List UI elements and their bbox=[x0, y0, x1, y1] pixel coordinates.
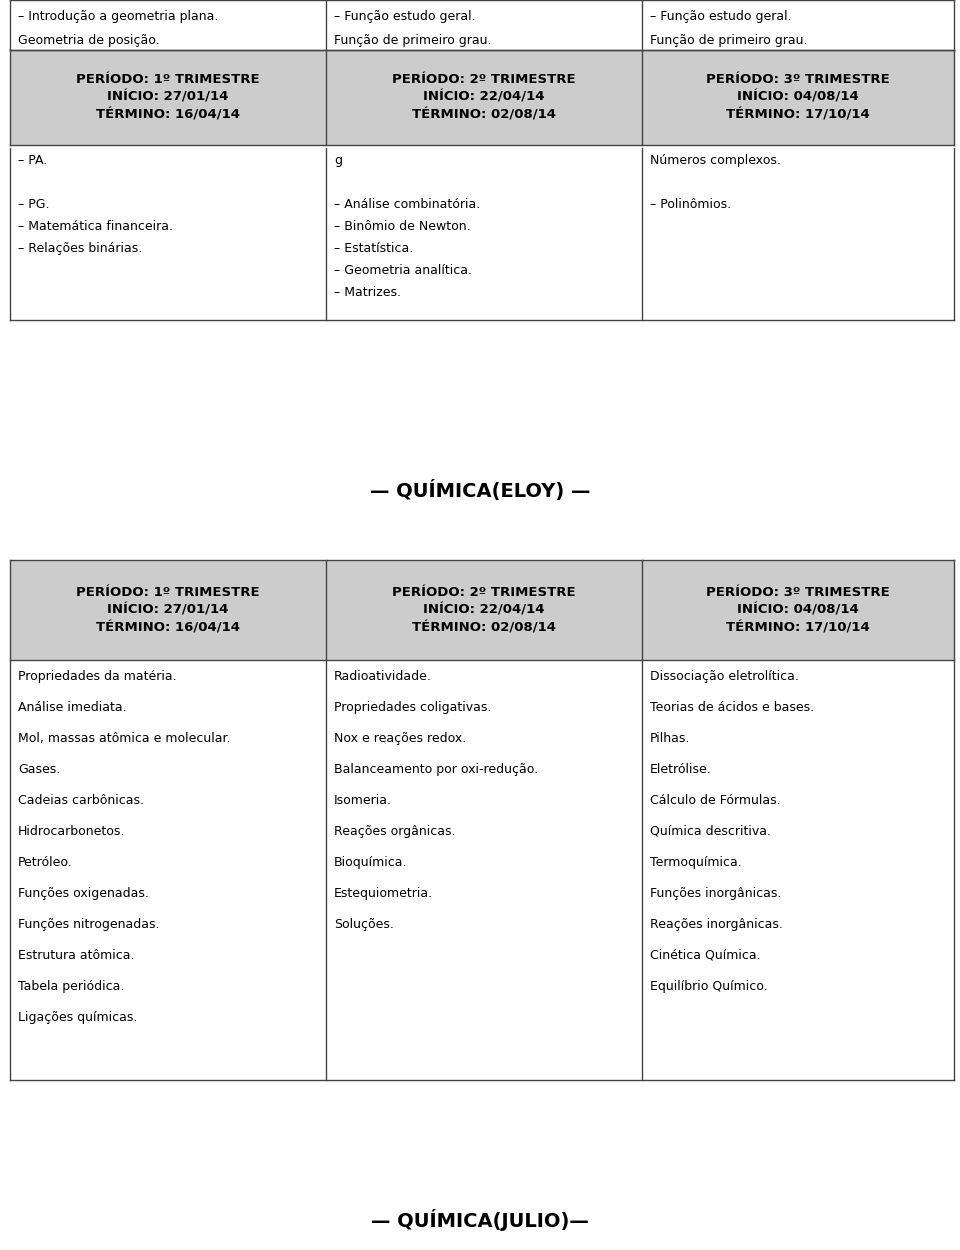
Text: Análise imediata.: Análise imediata. bbox=[18, 701, 127, 714]
Text: – Função estudo geral.: – Função estudo geral. bbox=[334, 10, 475, 22]
Text: Função de primeiro grau.: Função de primeiro grau. bbox=[334, 34, 492, 48]
Text: Cálculo de Fórmulas.: Cálculo de Fórmulas. bbox=[650, 794, 780, 808]
Text: PERÍODO: 1º TRIMESTRE
INÍCIO: 27/01/14
TÉRMINO: 16/04/14: PERÍODO: 1º TRIMESTRE INÍCIO: 27/01/14 T… bbox=[76, 585, 260, 635]
Text: g: g bbox=[334, 154, 342, 168]
Bar bbox=[10, 560, 326, 660]
Text: Dissociação eletrolítica.: Dissociação eletrolítica. bbox=[650, 670, 799, 682]
Bar bbox=[10, 50, 326, 145]
Text: Números complexos.: Números complexos. bbox=[650, 154, 780, 168]
Text: Pilhas.: Pilhas. bbox=[650, 732, 690, 745]
Text: Cadeias carbônicas.: Cadeias carbônicas. bbox=[18, 794, 144, 808]
Text: Hidrocarbonetos.: Hidrocarbonetos. bbox=[18, 825, 126, 838]
Text: PERÍODO: 3º TRIMESTRE
INÍCIO: 04/08/14
TÉRMINO: 17/10/14: PERÍODO: 3º TRIMESTRE INÍCIO: 04/08/14 T… bbox=[707, 585, 890, 635]
Text: Cinética Química.: Cinética Química. bbox=[650, 949, 760, 962]
Text: Equilíbrio Químico.: Equilíbrio Químico. bbox=[650, 980, 768, 992]
Text: Radioatividade.: Radioatividade. bbox=[334, 670, 432, 682]
Text: – Geometria analítica.: – Geometria analítica. bbox=[334, 264, 472, 278]
Text: PERÍODO: 2º TRIMESTRE
INÍCIO: 22/04/14
TÉRMINO: 02/08/14: PERÍODO: 2º TRIMESTRE INÍCIO: 22/04/14 T… bbox=[393, 585, 576, 635]
Text: Soluções.: Soluções. bbox=[334, 918, 394, 931]
Text: Função de primeiro grau.: Função de primeiro grau. bbox=[650, 34, 807, 48]
Text: Bioquímica.: Bioquímica. bbox=[334, 856, 407, 869]
Text: Isomeria.: Isomeria. bbox=[334, 794, 392, 808]
Text: Balanceamento por oxi-redução.: Balanceamento por oxi-redução. bbox=[334, 762, 539, 776]
Text: Reações inorgânicas.: Reações inorgânicas. bbox=[650, 918, 782, 931]
Text: Mol, massas atômica e molecular.: Mol, massas atômica e molecular. bbox=[18, 732, 230, 745]
Text: Funções oxigenadas.: Funções oxigenadas. bbox=[18, 888, 149, 900]
Text: — QUÍMICA(JULIO)—: — QUÍMICA(JULIO)— bbox=[372, 1209, 588, 1231]
Text: Funções inorgânicas.: Funções inorgânicas. bbox=[650, 888, 781, 900]
Text: – Função estudo geral.: – Função estudo geral. bbox=[650, 10, 792, 22]
Text: – Polinômios.: – Polinômios. bbox=[650, 198, 732, 211]
Text: Química descritiva.: Química descritiva. bbox=[650, 825, 771, 838]
Text: — QUÍMICA(ELOY) —: — QUÍMICA(ELOY) — bbox=[370, 480, 590, 500]
Text: Funções nitrogenadas.: Funções nitrogenadas. bbox=[18, 918, 159, 931]
Text: – Relações binárias.: – Relações binárias. bbox=[18, 242, 142, 255]
Text: – PG.: – PG. bbox=[18, 198, 50, 211]
Bar bbox=[642, 560, 954, 660]
Text: – PA.: – PA. bbox=[18, 154, 47, 168]
Text: Estequiometria.: Estequiometria. bbox=[334, 888, 433, 900]
Text: – Estatística.: – Estatística. bbox=[334, 242, 413, 255]
Text: Teorias de ácidos e bases.: Teorias de ácidos e bases. bbox=[650, 701, 814, 714]
Text: – Matemática financeira.: – Matemática financeira. bbox=[18, 220, 173, 232]
Text: Nox e reações redox.: Nox e reações redox. bbox=[334, 732, 467, 745]
Text: – Análise combinatória.: – Análise combinatória. bbox=[334, 198, 480, 211]
Text: Petróleo.: Petróleo. bbox=[18, 856, 73, 869]
Bar bbox=[326, 50, 642, 145]
Text: Tabela periódica.: Tabela periódica. bbox=[18, 980, 125, 992]
Text: Estrutura atômica.: Estrutura atômica. bbox=[18, 949, 134, 962]
Text: Eletrólise.: Eletrólise. bbox=[650, 762, 711, 776]
Text: Propriedades da matéria.: Propriedades da matéria. bbox=[18, 670, 177, 682]
Bar bbox=[642, 50, 954, 145]
Text: Ligações químicas.: Ligações químicas. bbox=[18, 1011, 137, 1024]
Bar bbox=[326, 560, 642, 660]
Text: PERÍODO: 3º TRIMESTRE
INÍCIO: 04/08/14
TÉRMINO: 17/10/14: PERÍODO: 3º TRIMESTRE INÍCIO: 04/08/14 T… bbox=[707, 72, 890, 122]
Text: Reações orgânicas.: Reações orgânicas. bbox=[334, 825, 455, 838]
Text: PERÍODO: 1º TRIMESTRE
INÍCIO: 27/01/14
TÉRMINO: 16/04/14: PERÍODO: 1º TRIMESTRE INÍCIO: 27/01/14 T… bbox=[76, 72, 260, 122]
Text: Propriedades coligativas.: Propriedades coligativas. bbox=[334, 701, 492, 714]
Text: Geometria de posição.: Geometria de posição. bbox=[18, 34, 159, 48]
Text: Gases.: Gases. bbox=[18, 762, 60, 776]
Text: – Matrizes.: – Matrizes. bbox=[334, 286, 401, 299]
Text: – Binômio de Newton.: – Binômio de Newton. bbox=[334, 220, 470, 232]
Text: Termoquímica.: Termoquímica. bbox=[650, 856, 742, 869]
Text: PERÍODO: 2º TRIMESTRE
INÍCIO: 22/04/14
TÉRMINO: 02/08/14: PERÍODO: 2º TRIMESTRE INÍCIO: 22/04/14 T… bbox=[393, 72, 576, 122]
Text: – Introdução a geometria plana.: – Introdução a geometria plana. bbox=[18, 10, 218, 22]
